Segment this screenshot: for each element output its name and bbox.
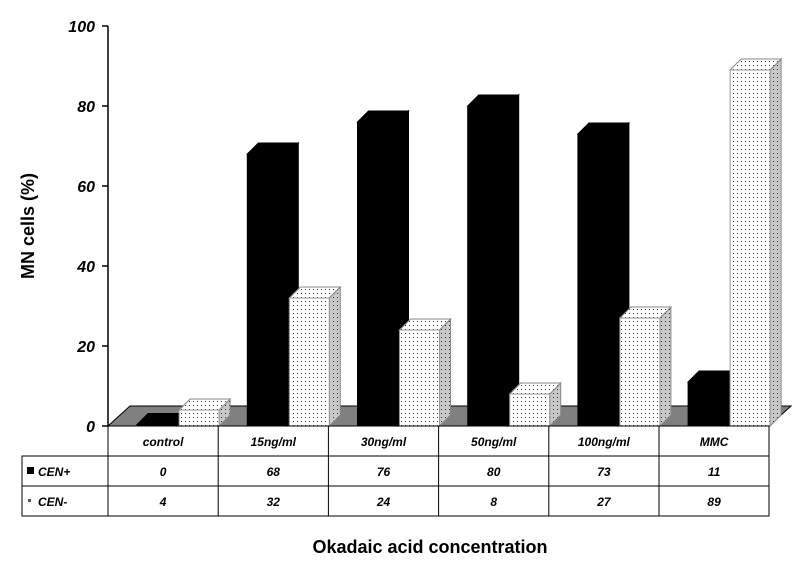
y-axis-title: MN cells (%) [18,173,38,279]
table-cell-cen-plus: 68 [267,465,281,479]
bar-cen-plus [356,109,410,428]
x-axis-title: Okadaic acid concentration [312,537,547,557]
table-cell-cen-minus: 24 [376,495,391,509]
bar-cen-plus [576,121,631,428]
bar-cen-minus [177,397,232,428]
bar-cen-minus [618,305,673,428]
table-cell-cen-plus: 11 [708,465,721,479]
data-table: CEN+ CEN- control 0 4 15ng/ml 68 32 30ng/ml 76 2… [21,425,770,517]
table-cell-cen-minus: 4 [159,495,167,509]
y-tick-label: 60 [77,179,95,196]
bar-cen-minus [508,381,562,428]
bar-cen-minus [728,57,783,428]
table-cell-cen-minus: 8 [490,495,497,509]
legend-label-cen-minus: CEN- [38,495,67,509]
x-category-label: 30ng/ml [361,435,407,449]
x-category-label: control [143,435,184,449]
bars [135,57,783,428]
bar-cen-plus [686,369,741,428]
y-tick-label: 0 [86,419,95,436]
x-category-label: 100ng/ml [578,435,631,449]
table-cell-cen-minus: 27 [596,495,612,509]
bar-cen-minus [288,285,342,428]
x-category-label: MMC [700,435,729,449]
table-cell-cen-plus: 0 [160,465,167,479]
table-cell-cen-minus: 89 [707,495,721,509]
table-cell-cen-plus: 80 [487,465,501,479]
bar-cen-minus [398,317,452,428]
y-tick-label: 80 [77,99,95,116]
table-cell-cen-plus: 76 [377,465,391,479]
y-axis-ticks: 0 20 40 60 80 100 [68,19,108,436]
bar-cen-plus [466,93,520,428]
legend-swatch-cen-plus [27,467,34,474]
legend-label-cen-plus: CEN+ [38,465,70,479]
y-tick-label: 40 [76,259,95,276]
x-category-label: 15ng/ml [251,435,297,449]
table-cell-cen-plus: 73 [597,465,611,479]
table-cell-cen-minus: 32 [267,495,281,509]
y-tick-label: 20 [76,339,95,356]
x-category-label: 50ng/ml [471,435,517,449]
legend-swatch-cen-minus [28,499,31,502]
y-tick-label: 100 [68,19,95,36]
